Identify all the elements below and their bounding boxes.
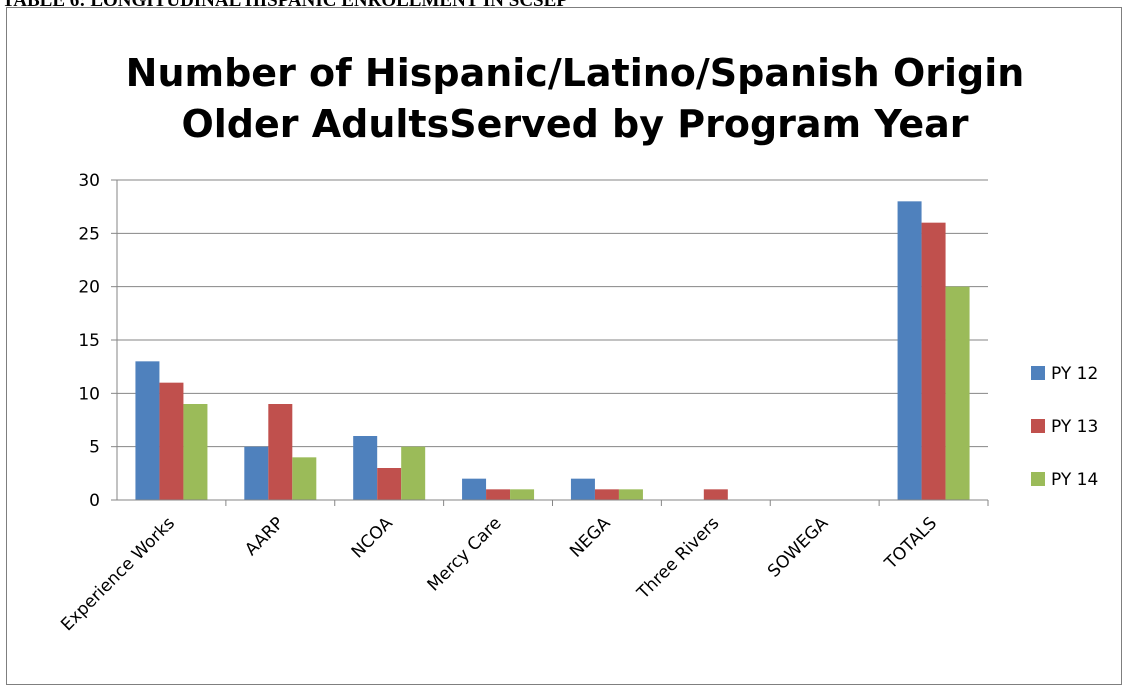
bars (135, 201, 970, 501)
x-tick-label-sowega: SOWEGA (764, 513, 833, 582)
legend-swatch-py-12 (1031, 366, 1045, 380)
bar-mercy-care-py-12 (462, 478, 487, 500)
y-tick-label-25: 25 (78, 224, 100, 244)
bar-aarp-py-13 (268, 404, 293, 500)
bar-ncoa-py-13 (377, 468, 402, 500)
y-tick-label-15: 15 (78, 331, 100, 351)
x-tick-label-three-rivers: Three Rivers (633, 513, 724, 604)
bar-aarp-py-12 (244, 446, 269, 500)
y-tick-label-20: 20 (78, 278, 100, 298)
bar-ncoa-py-12 (353, 436, 378, 500)
x-tick-label-experience-works: Experience Works (57, 513, 179, 635)
y-tick-label-10: 10 (78, 384, 100, 404)
bar-mercy-care-py-14 (510, 489, 535, 500)
legend-label-py-14: PY 14 (1051, 470, 1098, 490)
bar-totals-py-13 (921, 222, 946, 500)
legend-swatch-py-13 (1031, 419, 1045, 433)
axes: 0 5 10 15 20 25 30 Experience Works AARP NCOA Merc… (57, 171, 989, 635)
bar-experience-works-py-14 (183, 404, 208, 500)
bar-nega-py-14 (618, 489, 643, 500)
bar-mercy-care-py-13 (486, 489, 511, 500)
x-tick-label-nega: NEGA (566, 513, 615, 562)
legend-label-py-12: PY 12 (1051, 364, 1098, 384)
bar-experience-works-py-12 (135, 361, 160, 500)
document-header: TABLE 6: LONGITUDINAL HISPANIC ENROLLMEN… (2, 0, 1122, 8)
y-tick-label-5: 5 (89, 438, 100, 458)
bar-aarp-py-14 (292, 457, 317, 500)
y-tick-label-30: 30 (78, 171, 100, 191)
legend-swatch-py-14 (1031, 472, 1045, 486)
x-tick-label-aarp: AARP (241, 513, 288, 560)
bar-nega-py-13 (594, 489, 619, 500)
x-tick-label-totals: TOTALS (880, 513, 941, 574)
bar-three-rivers-py-13 (703, 489, 728, 500)
legend-label-py-13: PY 13 (1051, 417, 1098, 437)
bar-nega-py-12 (570, 478, 595, 500)
x-tick-label-ncoa: NCOA (348, 513, 397, 562)
bar-experience-works-py-13 (159, 382, 184, 500)
x-tick-label-mercy-care: Mercy Care (424, 513, 506, 595)
y-tick-label-0: 0 (89, 491, 100, 511)
bar-ncoa-py-14 (401, 446, 426, 500)
chart-title-line-1: Number of Hispanic/Latino/Spanish Origin (126, 51, 1025, 95)
bar-totals-py-12 (897, 201, 922, 501)
bar-totals-py-14 (945, 286, 970, 500)
legend: PY 12 PY 13 PY 14 (1031, 364, 1098, 490)
chart-title-line-2: Older AdultsServed by Program Year (181, 102, 968, 146)
